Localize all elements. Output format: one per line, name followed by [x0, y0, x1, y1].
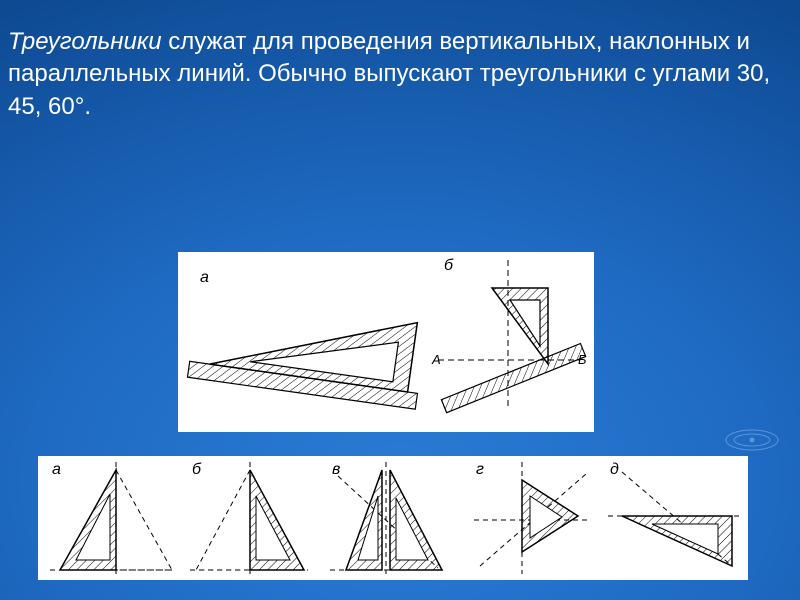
label-d: д	[610, 461, 619, 478]
label-a: а	[200, 269, 209, 286]
tri-b: б	[190, 461, 308, 574]
figure-bottom-svg: а б в	[38, 456, 748, 580]
label-b2: б	[192, 461, 202, 478]
label-v: в	[332, 461, 340, 478]
slide: Треугольники служат для проведения верти…	[0, 0, 800, 600]
body-text: Треугольники служат для проведения верти…	[8, 26, 780, 123]
panel-a: а	[187, 269, 417, 409]
label-a2: а	[52, 461, 61, 478]
tri-g: г	[474, 461, 590, 574]
tri-d: д	[608, 461, 740, 566]
label-b: б	[444, 257, 454, 274]
lead-word: Треугольники	[8, 28, 162, 55]
tri-a: а	[50, 461, 174, 574]
decorative-swirl	[722, 420, 782, 460]
panel-b: б А Б	[431, 257, 587, 413]
label-g: г	[476, 461, 484, 478]
figure-bottom: а б в	[38, 456, 748, 580]
tri-v: в	[330, 461, 446, 574]
label-A: А	[431, 352, 441, 367]
figure-top-svg: а б А Б	[178, 252, 594, 432]
figure-top: а б А Б	[178, 252, 594, 432]
